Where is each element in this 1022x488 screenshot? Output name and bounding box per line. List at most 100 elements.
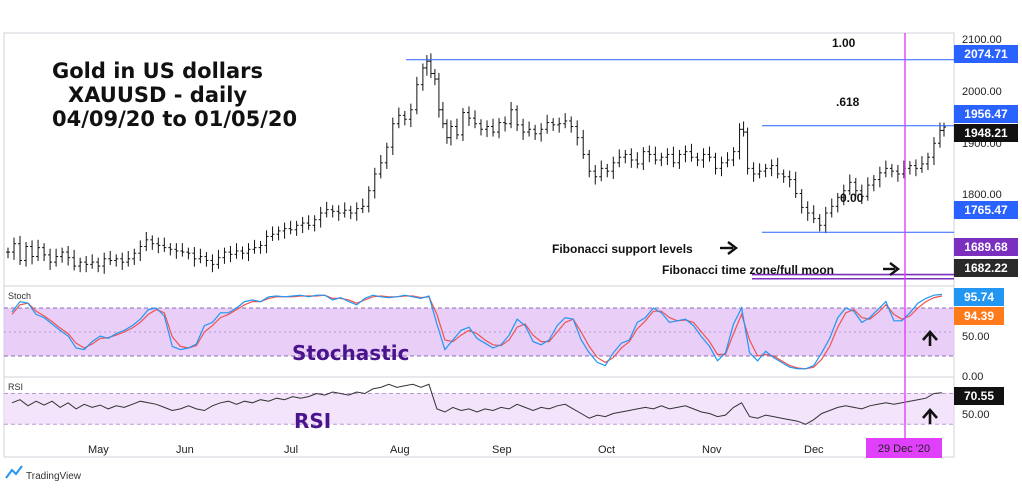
price-bar (647, 145, 652, 163)
price-bar (751, 162, 756, 182)
price-bar (641, 147, 646, 171)
price-bar (835, 192, 840, 213)
rsi-pane-label: RSI (8, 382, 23, 392)
x-label-jul: Jul (284, 444, 298, 456)
price-bar (605, 163, 610, 178)
stoch-tag-k-text: 95.74 (964, 290, 994, 304)
x-label-sep: Sep (492, 444, 512, 456)
price-bar (653, 146, 658, 165)
price-bar (671, 146, 676, 168)
stoch-up-arrow-icon (922, 330, 938, 346)
price-bar (829, 198, 834, 218)
price-bar (757, 163, 762, 179)
price-bar (859, 184, 864, 205)
date-tag-text: 29 Dec '20 (878, 443, 930, 455)
price-bar (883, 160, 888, 178)
price-tick-2100: 2100.00 (962, 34, 1002, 46)
price-bar (659, 152, 664, 167)
price-bar (907, 161, 912, 175)
price-tag-1956-text: 1956.47 (964, 107, 1008, 121)
price-bar (877, 166, 882, 188)
price-bar (611, 156, 616, 179)
price-bar (440, 101, 445, 129)
fib-label-000: 0.00 (840, 191, 864, 205)
price-bar (781, 169, 786, 183)
price-bar (234, 243, 239, 259)
price-bar (719, 156, 724, 177)
price-bar (479, 119, 484, 136)
price-tag-1956: 1956.47 (954, 105, 1018, 123)
price-bar (228, 245, 233, 263)
price-bar (150, 235, 155, 250)
x-label-dec: Dec (804, 444, 824, 456)
price-bar (811, 205, 816, 224)
price-bar (599, 160, 604, 182)
price-bar (551, 118, 556, 131)
price-bar (420, 63, 425, 91)
price-bar (288, 220, 293, 235)
price-bar (793, 171, 798, 198)
price-bar (54, 248, 59, 267)
price-bar (294, 220, 299, 236)
price-bar (366, 186, 371, 213)
price-bar (707, 146, 712, 162)
price-bar (90, 254, 95, 269)
price-bar (402, 110, 407, 126)
price-bar (24, 242, 29, 267)
price-bar (799, 189, 804, 214)
x-label-oct: Oct (598, 444, 615, 456)
price-bar (162, 237, 167, 253)
x-label-aug: Aug (390, 444, 410, 456)
price-bar (485, 120, 490, 138)
price-bar (563, 113, 568, 129)
price-bar (144, 232, 149, 251)
price-bar (701, 148, 706, 168)
price-bar (66, 245, 71, 266)
title-line-1: Gold in US dollars (52, 59, 263, 83)
price-bar (725, 152, 730, 168)
fib-label-618: .618 (836, 95, 860, 109)
price-bar (787, 170, 792, 188)
price-bar (919, 156, 924, 173)
price-bar (306, 215, 311, 230)
tradingview-logo-icon (5, 465, 23, 479)
price-bar (623, 149, 628, 164)
x-label-jun: Jun (176, 444, 194, 456)
price-bar (210, 254, 215, 273)
price-bar (617, 149, 622, 168)
price-bar (521, 118, 526, 140)
rsi-tick-50: 50.00 (962, 409, 990, 421)
stoch-tag-d: 94.39 (954, 307, 1004, 325)
price-bar (108, 250, 113, 265)
price-bar (18, 235, 23, 265)
title-line-3: 04/09/20 to 01/05/20 (52, 107, 297, 131)
price-bar (466, 106, 471, 126)
price-bar (432, 69, 437, 86)
price-bar (515, 105, 520, 131)
price-bar (741, 121, 746, 137)
price-bar (665, 148, 670, 166)
price-bar (569, 116, 574, 133)
price-bar (276, 226, 281, 241)
price-bar (424, 55, 429, 76)
price-bar (448, 120, 453, 146)
price-bar (12, 237, 17, 260)
price-bar (180, 243, 185, 257)
price-bar (871, 175, 876, 192)
price-bar (72, 249, 77, 271)
price-bar (889, 163, 894, 178)
price-bar (360, 198, 365, 214)
price-bar (216, 249, 221, 269)
price-bar (414, 76, 419, 115)
price-bar (937, 122, 942, 148)
price-tag-1948: 1948.21 (954, 124, 1018, 142)
stoch-tag-k: 95.74 (954, 288, 1004, 306)
price-bar (42, 243, 47, 262)
price-tick-2000: 2000.00 (962, 86, 1002, 98)
price-bar (737, 123, 742, 160)
rsi-band (4, 393, 954, 425)
price-bar (312, 215, 317, 232)
price-bar (30, 240, 35, 265)
date-tag: 29 Dec '20 (866, 438, 942, 458)
